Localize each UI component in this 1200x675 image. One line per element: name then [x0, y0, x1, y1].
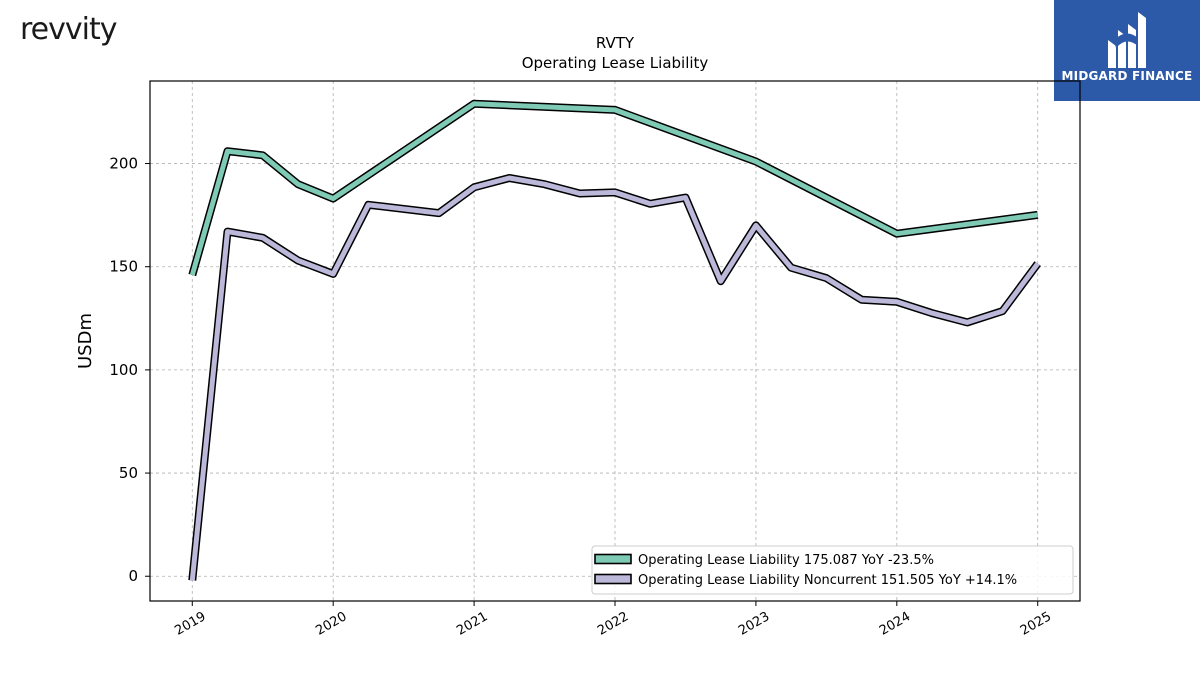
series-line-1 [189, 175, 1040, 581]
x-tick-label: 2019 [172, 609, 208, 639]
x-tick-label: 2025 [1018, 609, 1054, 639]
chart-subtitle: Operating Lease Liability [522, 54, 709, 72]
badge-label: MIDGARD FINANCE [1061, 69, 1193, 83]
legend-swatch [594, 553, 632, 565]
y-tick-label: 100 [109, 361, 138, 379]
y-tick-label: 50 [119, 464, 138, 482]
x-tick-label: 2022 [595, 609, 631, 639]
midgard-logo-icon [1108, 12, 1146, 68]
y-tick-label: 200 [109, 155, 138, 173]
x-tick-label: 2023 [736, 609, 772, 639]
legend-swatch [594, 573, 632, 585]
y-tick-label: 0 [128, 567, 138, 585]
midgard-finance-badge: MIDGARD FINANCE [1054, 0, 1200, 101]
y-tick-label: 150 [109, 258, 138, 276]
legend-label: Operating Lease Liability 175.087 YoY -2… [638, 553, 934, 568]
legend: Operating Lease Liability 175.087 YoY -2… [591, 545, 1074, 595]
x-tick-label: 2024 [877, 609, 913, 639]
revvity-logo: revvity [20, 12, 117, 47]
series-line-0 [189, 101, 1039, 276]
legend-box [591, 545, 1074, 595]
x-tick-label: 2020 [313, 609, 349, 639]
y-axis-label: USDm [75, 313, 96, 369]
chart-title: RVTY [596, 34, 635, 52]
x-tick-label: 2021 [454, 609, 490, 639]
legend-label: Operating Lease Liability Noncurrent 151… [638, 573, 1017, 588]
